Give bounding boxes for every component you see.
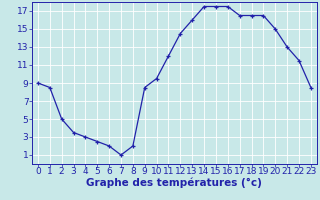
X-axis label: Graphe des températures (°c): Graphe des températures (°c) [86,178,262,188]
